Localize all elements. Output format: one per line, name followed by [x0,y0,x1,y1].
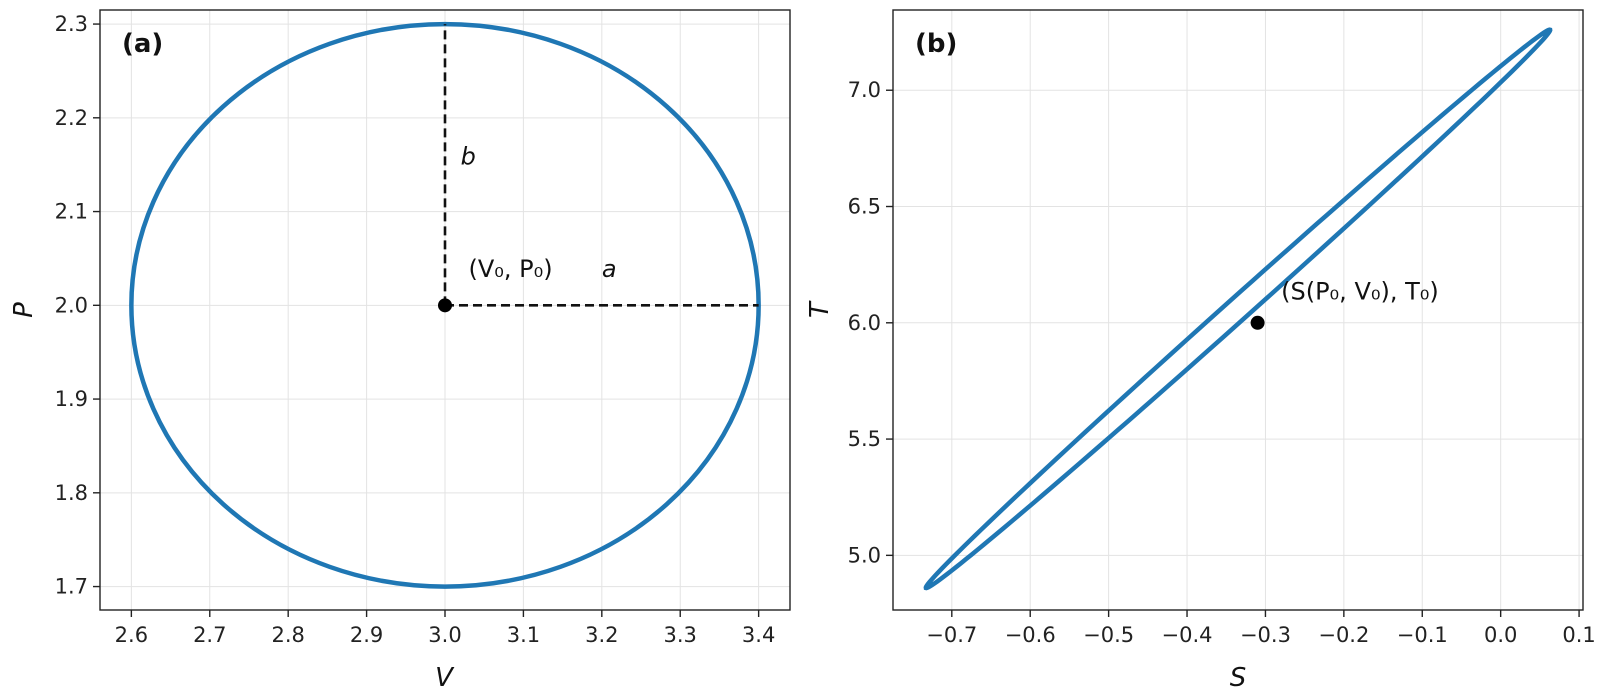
panel-a-ylabel: P [9,302,39,318]
x-tick-label: 0.0 [1484,623,1517,647]
center-point [438,298,452,313]
panel-a-xlabel: V [435,663,455,693]
y-tick-label: 5.0 [848,543,881,567]
x-tick-label: 3.3 [664,623,697,647]
panel-b-label: (b) [915,29,957,59]
x-tick-label: −0.3 [1240,623,1291,647]
panel-b-marks: (S(P₀, V₀), T₀) [923,27,1553,591]
x-tick-label: 3.1 [507,623,540,647]
x-tick-label: −0.5 [1083,623,1134,647]
x-tick-label: 2.7 [193,623,226,647]
panel-a-frame [99,9,791,611]
y-tick-label: 1.8 [55,481,88,505]
y-tick-label: 2.1 [55,200,88,224]
x-tick-label: 3.2 [585,623,618,647]
panel-a-label: (a) [122,29,163,59]
x-tick-label: −0.6 [1005,623,1056,647]
x-tick-label: 0.1 [1562,623,1595,647]
panel-b-xlabel: S [1230,663,1247,693]
b-annotation: b [461,143,476,171]
x-tick-label: 2.8 [271,623,304,647]
panel-b-chart: −0.7 −0.6 −0.5 −0.4 −0.3 −0.2 −0.1 0.0 0.1 5.0 5.5… [805,9,1596,693]
y-tick-label: 6.0 [848,311,881,335]
panel-a-ticks: 2.6 2.7 2.8 2.9 3.0 3.1 3.2 3.3 3.4 1.7 1.8 1.9 2.0 2… [55,12,776,647]
panel-a-marks: (V₀, P₀) a b [129,21,761,589]
x-tick-label: 2.9 [350,623,383,647]
y-tick-label: 7.0 [848,78,881,102]
y-tick-label: 2.0 [55,293,88,317]
panel-b-ylabel: T [805,300,835,318]
loop-curve [923,27,1553,591]
panel-b-ticks: −0.7 −0.6 −0.5 −0.4 −0.3 −0.2 −0.1 0.0 0.1 5.0 5.5… [848,78,1596,647]
center-annotation: (S(P₀, V₀), T₀) [1281,278,1439,306]
y-tick-label: 2.3 [55,12,88,36]
panel-b-frame [892,9,1584,611]
x-tick-label: −0.4 [1162,623,1213,647]
x-tick-label: 2.6 [115,623,148,647]
y-tick-label: 2.2 [55,106,88,130]
y-tick-label: 1.7 [55,575,88,599]
a-annotation: a [602,255,617,283]
y-tick-label: 1.9 [55,387,88,411]
x-tick-label: −0.7 [926,623,977,647]
center-point [1250,315,1265,330]
x-tick-label: −0.2 [1318,623,1369,647]
x-tick-label: 3.0 [428,623,461,647]
x-tick-label: −0.1 [1397,623,1448,647]
center-annotation: (V₀, P₀) [469,255,553,283]
y-tick-label: 5.5 [848,427,881,451]
panel-a-chart: 2.6 2.7 2.8 2.9 3.0 3.1 3.2 3.3 3.4 1.7 1.8 1.9 2.0 2… [9,9,791,693]
y-tick-label: 6.5 [848,195,881,219]
x-tick-label: 3.4 [742,623,775,647]
